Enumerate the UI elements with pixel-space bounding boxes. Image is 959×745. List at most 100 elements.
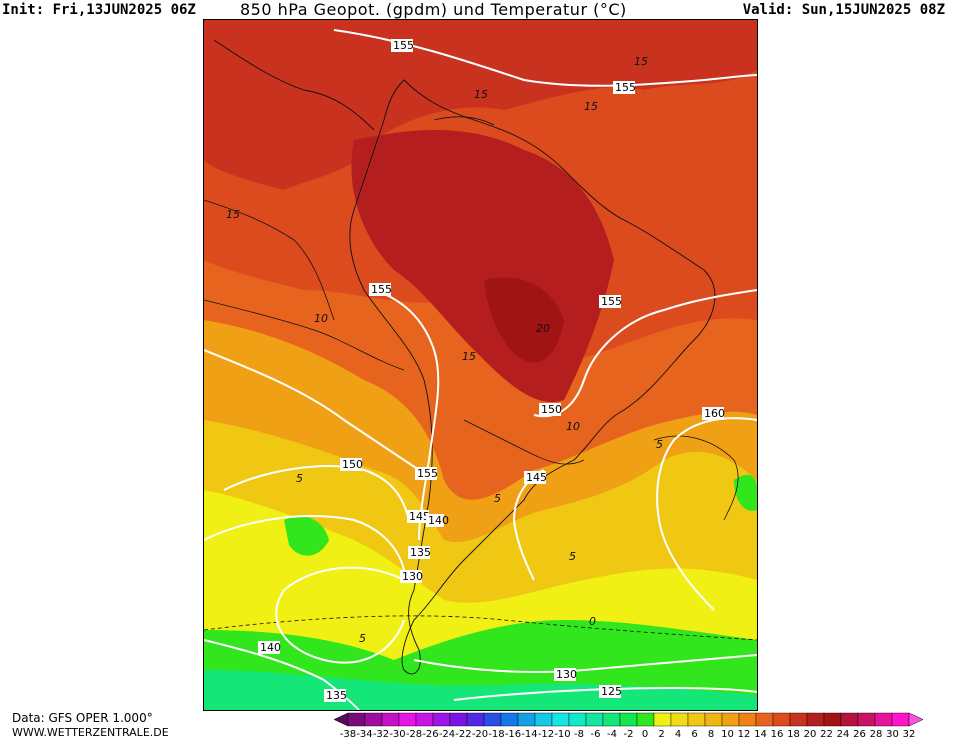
legend-tick-label: -22 bbox=[455, 729, 471, 740]
legend-tick-label: 28 bbox=[870, 729, 883, 740]
init-time: Init: Fri,13JUN2025 06Z bbox=[2, 2, 196, 18]
legend-swatch bbox=[857, 712, 876, 727]
geo-label: 145 bbox=[524, 471, 547, 484]
legend-tick-label: -26 bbox=[422, 729, 438, 740]
legend-tick-label: 18 bbox=[787, 729, 800, 740]
legend-tick-label: -32 bbox=[373, 729, 389, 740]
geo-label: 155 bbox=[599, 295, 622, 308]
legend-tick-label: -14 bbox=[521, 729, 537, 740]
legend-tick-label: -6 bbox=[591, 729, 601, 740]
legend-arrow-right bbox=[908, 712, 924, 727]
legend-swatch bbox=[347, 712, 366, 727]
temp-cold-pocket-east bbox=[734, 474, 757, 511]
svg-text:155: 155 bbox=[601, 295, 622, 308]
temp-label: 15 bbox=[634, 55, 648, 68]
temp-label: 5 bbox=[296, 472, 303, 485]
temp-zone-hot-north bbox=[204, 20, 757, 190]
legend-tick-label: 32 bbox=[903, 729, 916, 740]
geo-label: 155 bbox=[369, 283, 392, 296]
legend-swatch bbox=[687, 712, 706, 727]
legend-swatch bbox=[704, 712, 723, 727]
website-url: WWW.WETTERZENTRALE.DE bbox=[12, 726, 169, 739]
temp-label: 15 bbox=[226, 208, 240, 221]
temp-cold-pocket-west bbox=[284, 516, 329, 556]
temp-label: 10 bbox=[566, 420, 580, 433]
svg-text:125: 125 bbox=[601, 685, 622, 698]
legend-tick-label: 0 bbox=[642, 729, 648, 740]
legend-tick-label: 10 bbox=[721, 729, 734, 740]
geo-label: 150 bbox=[539, 403, 562, 416]
legend-swatch bbox=[381, 712, 400, 727]
legend-swatch bbox=[466, 712, 485, 727]
legend-arrow-left bbox=[333, 712, 349, 727]
legend-tick-label: 22 bbox=[820, 729, 833, 740]
temp-label: 0 bbox=[589, 615, 596, 628]
geo-label: 125 bbox=[599, 685, 622, 698]
geo-label: 140 bbox=[426, 514, 449, 527]
legend-tick-label: -16 bbox=[505, 729, 521, 740]
weather-map: 155 155 155 155 150 160 150 155 145 145 … bbox=[203, 19, 758, 711]
map-canvas: 155 155 155 155 150 160 150 155 145 145 … bbox=[204, 20, 757, 710]
geo-label: 155 bbox=[613, 81, 636, 94]
legend-tick-label: -4 bbox=[607, 729, 617, 740]
legend-tick-label: 6 bbox=[691, 729, 697, 740]
legend-swatch bbox=[636, 712, 655, 727]
legend-swatch bbox=[823, 712, 842, 727]
geo-label: 135 bbox=[408, 546, 431, 559]
legend-tick-label: -10 bbox=[554, 729, 570, 740]
legend-swatch bbox=[432, 712, 451, 727]
legend-tick-label: 16 bbox=[771, 729, 784, 740]
temperature-legend: -38 -34 -32 -30 -28 -26 -24 -22 -20 -18 -16 -14 -12-… bbox=[333, 710, 959, 741]
legend-tick-label: 14 bbox=[754, 729, 767, 740]
geo-label: 145 bbox=[407, 510, 430, 523]
geo-label: 160 bbox=[702, 407, 725, 420]
legend-swatch bbox=[500, 712, 519, 727]
legend-tick-label: -24 bbox=[439, 729, 455, 740]
legend-swatch bbox=[551, 712, 570, 727]
legend-tick-label: -30 bbox=[389, 729, 405, 740]
temperature-labels: 15 15 15 15 10 15 20 10 5 5 5 5 0 5 bbox=[226, 55, 663, 645]
svg-text:150: 150 bbox=[342, 458, 363, 471]
legend-tick-label: 12 bbox=[738, 729, 751, 740]
coastlines bbox=[213, 39, 716, 675]
legend-swatch bbox=[517, 712, 536, 727]
geo-label: 155 bbox=[415, 467, 438, 480]
svg-text:150: 150 bbox=[541, 403, 562, 416]
legend-tick-label: -38 bbox=[340, 729, 356, 740]
legend-tick-label: -18 bbox=[488, 729, 504, 740]
geo-label: 150 bbox=[340, 458, 363, 471]
svg-text:155: 155 bbox=[371, 283, 392, 296]
svg-text:140: 140 bbox=[260, 641, 281, 654]
geo-label: 135 bbox=[324, 689, 347, 702]
geopotential-contours bbox=[204, 29, 757, 710]
legend-swatch bbox=[755, 712, 774, 727]
valid-time: Valid: Sun,15JUN2025 08Z bbox=[742, 2, 945, 18]
legend-swatch bbox=[568, 712, 587, 727]
svg-text:155: 155 bbox=[417, 467, 438, 480]
legend-swatch bbox=[670, 712, 689, 727]
legend-swatch bbox=[398, 712, 417, 727]
legend-swatch bbox=[449, 712, 468, 727]
legend-swatch bbox=[874, 712, 893, 727]
data-source: Data: GFS OPER 1.000° bbox=[12, 711, 153, 725]
svg-text:130: 130 bbox=[556, 668, 577, 681]
legend-tick-label: -12 bbox=[538, 729, 554, 740]
temp-zone-max bbox=[484, 277, 564, 363]
geo-label: 155 bbox=[391, 39, 414, 52]
svg-text:145: 145 bbox=[526, 471, 547, 484]
temp-label: 5 bbox=[569, 550, 576, 563]
legend-tick-label: 20 bbox=[804, 729, 817, 740]
legend-tick-label: -34 bbox=[356, 729, 372, 740]
legend-swatch bbox=[653, 712, 672, 727]
temp-label: 10 bbox=[314, 312, 328, 325]
legend-swatch bbox=[619, 712, 638, 727]
temp-label: 5 bbox=[494, 492, 501, 505]
temp-label: 15 bbox=[474, 88, 488, 101]
legend-colorbar: -38 -34 -32 -30 -28 -26 -24 -22 -20 -18 -16 -14 -12-… bbox=[333, 712, 924, 740]
temp-label: 20 bbox=[536, 322, 550, 335]
legend-swatch bbox=[772, 712, 791, 727]
legend-swatch bbox=[738, 712, 757, 727]
svg-text:130: 130 bbox=[402, 570, 423, 583]
legend-tick-label: 26 bbox=[853, 729, 866, 740]
legend-swatch bbox=[602, 712, 621, 727]
